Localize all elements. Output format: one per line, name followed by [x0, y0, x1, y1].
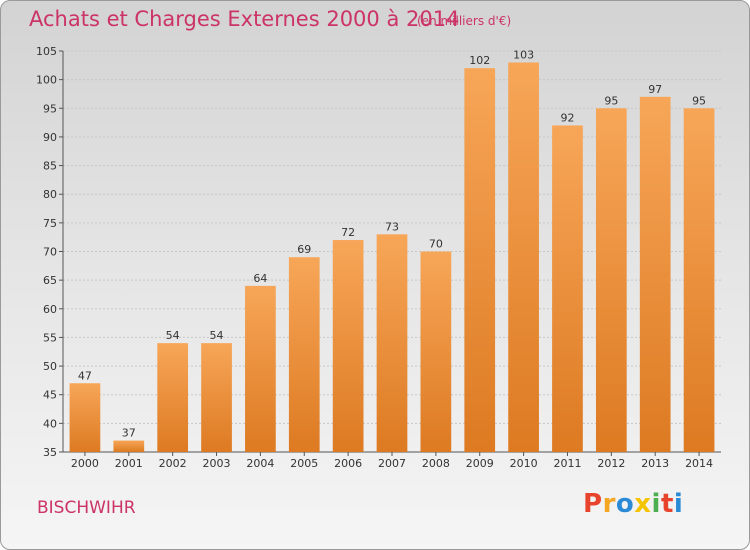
x-tick-label: 2013 — [641, 457, 669, 470]
y-tick-label: 90 — [43, 131, 57, 144]
bar-value-label: 47 — [78, 369, 92, 382]
y-tick-label: 70 — [43, 246, 57, 259]
bar-value-label: 102 — [469, 54, 490, 67]
bar-value-label: 72 — [341, 226, 355, 239]
y-tick-label: 105 — [36, 45, 57, 58]
x-tick-label: 2010 — [510, 457, 538, 470]
x-tick-label: 2005 — [290, 457, 318, 470]
chart-title: Achats et Charges Externes 2000 à 2014 — [29, 7, 460, 31]
bar — [332, 240, 364, 452]
bar — [552, 125, 583, 452]
bar-value-label: 95 — [692, 94, 706, 107]
x-tick-label: 2008 — [422, 457, 450, 470]
y-tick-label: 50 — [43, 360, 57, 373]
x-tick-label: 2001 — [115, 457, 143, 470]
y-tick-label: 95 — [43, 102, 57, 115]
x-tick-label: 2004 — [246, 457, 274, 470]
y-tick-label: 65 — [43, 274, 57, 287]
bar-value-label: 54 — [166, 329, 180, 342]
x-tick-label: 2006 — [334, 457, 362, 470]
x-tick-label: 2014 — [685, 457, 713, 470]
y-tick-label: 100 — [36, 74, 57, 87]
bar-value-label: 73 — [385, 220, 399, 233]
bar-value-label: 69 — [297, 243, 311, 256]
bar — [69, 383, 101, 452]
bar — [595, 108, 627, 453]
bar — [245, 285, 276, 452]
bar — [113, 440, 145, 452]
x-tick-label: 2000 — [71, 457, 99, 470]
bar — [157, 343, 189, 452]
commune-name: BISCHWIHR — [37, 498, 136, 518]
bar — [420, 251, 452, 452]
y-tick-label: 75 — [43, 217, 57, 230]
chart-subtitle: (en milliers d'€) — [417, 14, 512, 28]
y-tick-label: 35 — [43, 446, 57, 459]
bar-value-label: 54 — [210, 329, 224, 342]
y-tick-label: 45 — [43, 389, 57, 402]
y-tick-label: 55 — [43, 331, 57, 344]
bar — [464, 68, 496, 452]
bar-value-label: 103 — [513, 48, 534, 61]
y-tick-label: 60 — [43, 303, 57, 316]
y-tick-label: 40 — [43, 417, 57, 430]
y-tick-label: 85 — [43, 160, 57, 173]
x-tick-label: 2007 — [378, 457, 406, 470]
bar — [508, 62, 539, 452]
x-tick-label: 2003 — [203, 457, 231, 470]
bar — [639, 96, 671, 452]
proxiti-logo: Proxiti — [583, 489, 684, 519]
bar-value-label: 37 — [122, 427, 136, 440]
bar-value-label: 92 — [560, 111, 574, 124]
x-tick-label: 2012 — [597, 457, 625, 470]
x-tick-label: 2002 — [159, 457, 187, 470]
bar-value-label: 97 — [648, 83, 662, 96]
x-tick-label: 2011 — [553, 457, 581, 470]
bar — [376, 234, 408, 452]
bar-value-label: 64 — [253, 272, 267, 285]
y-tick-label: 80 — [43, 188, 57, 201]
bar — [201, 343, 232, 452]
bar — [683, 108, 715, 453]
bar — [288, 257, 320, 452]
bar-value-label: 70 — [429, 238, 443, 251]
x-tick-label: 2009 — [466, 457, 494, 470]
bar-value-label: 95 — [604, 94, 618, 107]
